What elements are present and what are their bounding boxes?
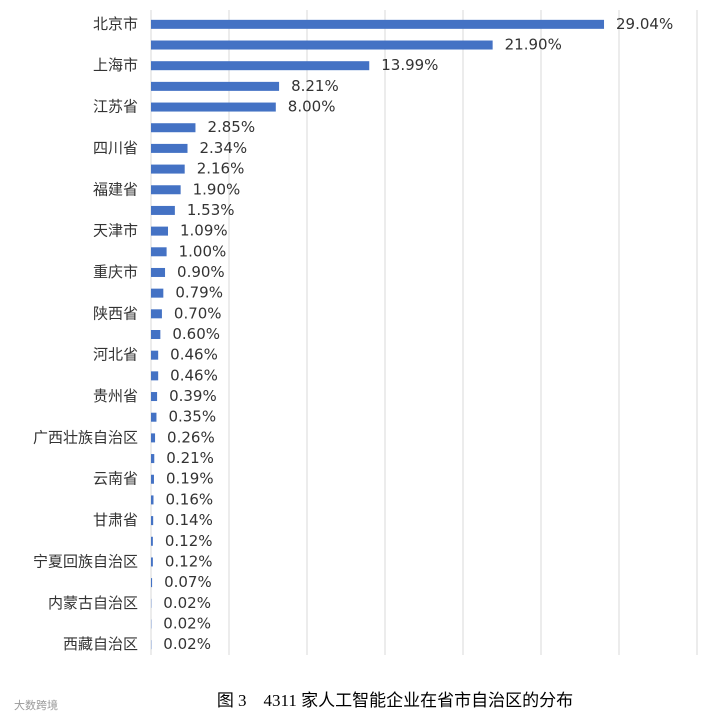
bar (151, 433, 156, 443)
value-label: 0.46% (170, 366, 218, 384)
value-label: 0.16% (165, 490, 213, 508)
value-label: 1.90% (193, 180, 241, 198)
y-tick-label: 内蒙古自治区 (48, 594, 138, 612)
value-label: 2.34% (200, 139, 248, 157)
value-label: 13.99% (381, 56, 438, 74)
bar (151, 102, 276, 112)
bar (151, 247, 167, 257)
bar (151, 536, 153, 546)
y-tick-label: 宁夏回族自治区 (33, 552, 138, 570)
value-label: 0.35% (168, 408, 216, 426)
y-tick-label: 上海市 (93, 56, 138, 74)
bar (151, 516, 154, 526)
bar (151, 81, 280, 91)
bar (151, 309, 162, 319)
bar (151, 143, 188, 153)
value-label: 8.00% (288, 98, 336, 116)
bar (151, 578, 153, 588)
y-tick-label: 云南省 (93, 470, 138, 488)
y-tick-label: 贵州省 (93, 387, 138, 405)
value-label: 0.07% (164, 573, 212, 591)
y-tick-label: 北京市 (93, 15, 138, 33)
y-tick-label: 西藏自治区 (63, 635, 138, 653)
bar (151, 350, 159, 360)
value-label: 8.21% (291, 77, 339, 95)
value-label: 29.04% (616, 15, 673, 33)
value-label: 1.53% (187, 201, 235, 219)
value-label: 0.02% (163, 635, 211, 653)
bar (151, 226, 169, 236)
value-label: 2.85% (207, 118, 255, 136)
bar (151, 164, 185, 174)
value-label: 0.02% (163, 614, 211, 632)
y-tick-label: 四川省 (93, 139, 138, 157)
bar (151, 392, 158, 402)
watermark: 大数跨境 (14, 698, 58, 712)
y-tick-label: 重庆市 (93, 263, 138, 281)
y-tick-label: 广西壮族自治区 (33, 428, 138, 446)
y-tick-label: 陕西省 (93, 304, 138, 322)
y-tick-label: 天津市 (93, 222, 138, 240)
bar (151, 474, 154, 484)
bar (151, 330, 161, 339)
value-label: 0.14% (165, 511, 213, 529)
value-label: 0.21% (166, 449, 214, 467)
value-label: 0.26% (167, 428, 215, 446)
bar (151, 288, 164, 298)
bar (151, 40, 493, 50)
chart-title: 图 3 4311 家人工智能企业在省市自治区的分布 (217, 691, 573, 710)
bar (151, 61, 370, 71)
y-tick-label: 江苏省 (93, 98, 138, 116)
bar (151, 454, 155, 464)
y-tick-label: 河北省 (93, 346, 138, 364)
bar (151, 371, 159, 381)
bar (151, 19, 605, 29)
value-label: 0.90% (177, 263, 225, 281)
bar (151, 267, 166, 277)
bar (151, 205, 175, 215)
bar (151, 495, 154, 505)
bar (151, 557, 153, 567)
value-label: 0.79% (175, 284, 223, 302)
value-label: 0.02% (163, 594, 211, 612)
value-label: 0.70% (174, 304, 222, 322)
value-label: 0.39% (169, 387, 217, 405)
value-label: 0.12% (165, 552, 213, 570)
bar (151, 123, 196, 133)
value-label: 1.09% (180, 222, 228, 240)
value-label: 0.12% (165, 532, 213, 550)
value-label: 0.60% (172, 325, 220, 343)
value-label: 2.16% (197, 160, 245, 178)
bar (151, 185, 181, 195)
value-label: 0.19% (166, 470, 214, 488)
value-label: 21.90% (505, 36, 562, 54)
value-label: 0.46% (170, 346, 218, 364)
y-tick-label: 福建省 (93, 180, 138, 198)
y-tick-label: 甘肃省 (93, 511, 138, 529)
value-label: 1.00% (179, 242, 227, 260)
bar (151, 412, 157, 422)
